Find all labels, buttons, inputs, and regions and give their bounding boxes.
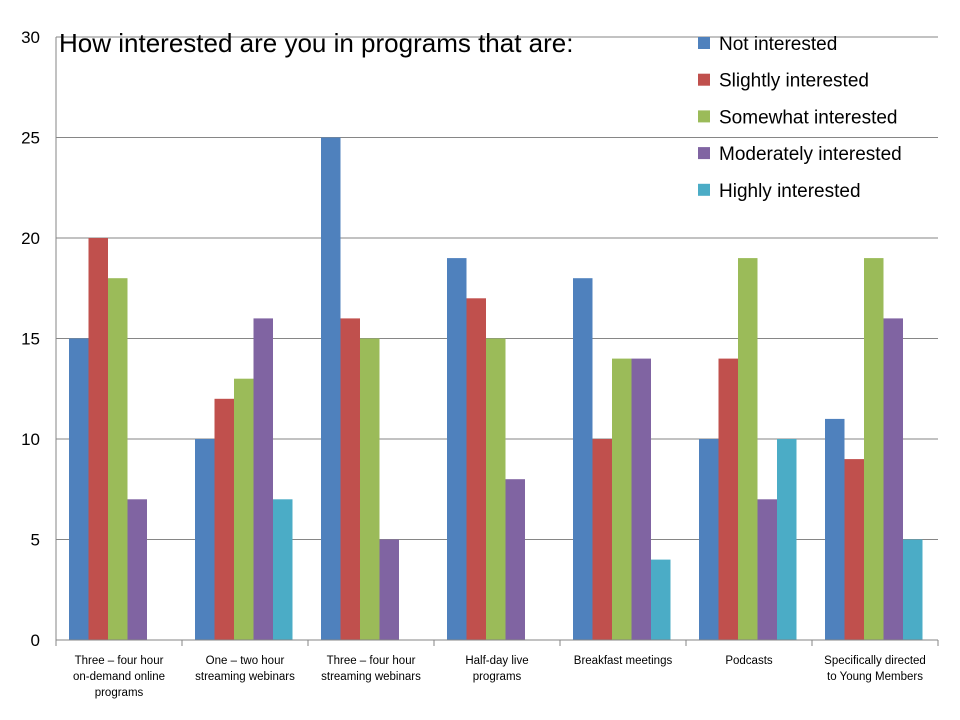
bar	[466, 298, 486, 640]
bar	[321, 137, 341, 640]
y-tick-label: 25	[21, 129, 40, 148]
axes	[55, 37, 939, 646]
legend-label: Somewhat interested	[719, 107, 898, 128]
bar	[253, 318, 273, 640]
bars	[69, 137, 923, 640]
y-tick-label: 30	[21, 28, 40, 47]
bar	[273, 499, 293, 640]
bar	[127, 499, 147, 640]
bar	[631, 358, 651, 640]
category-labels: Three – four hour on-demand online program…	[73, 655, 926, 699]
bar	[108, 278, 128, 640]
category-label: Three – four hour on-demand online program…	[73, 655, 165, 699]
category-label: Breakfast meetings	[574, 655, 673, 667]
bar	[195, 439, 215, 640]
legend-swatch	[698, 147, 710, 160]
bar	[592, 439, 612, 640]
y-tick-label: 15	[21, 330, 40, 349]
category-label: Podcasts	[725, 655, 773, 667]
bar	[844, 459, 864, 640]
legend-label: Slightly interested	[719, 71, 869, 92]
chart-title: How interested are you in programs that …	[59, 28, 573, 58]
legend-swatch	[698, 37, 710, 49]
bar	[447, 258, 467, 640]
legend-swatch	[698, 73, 710, 86]
bar	[379, 539, 399, 640]
bar	[699, 439, 719, 640]
bar	[360, 338, 380, 640]
y-tick-labels: 0 5 10 15 20 25 30	[21, 28, 40, 650]
bar	[340, 318, 360, 640]
bar	[69, 338, 89, 640]
category-label: One – two hour streaming webinars	[195, 655, 295, 683]
bar	[738, 258, 758, 640]
category-label: Three – four hour streaming webinars	[321, 655, 421, 683]
bar	[214, 398, 234, 640]
bar	[777, 439, 797, 640]
bar	[883, 318, 903, 640]
bar	[718, 358, 738, 640]
bar	[903, 539, 923, 640]
legend-label: Moderately interested	[719, 144, 902, 165]
category-label: Half-day live programs	[465, 655, 528, 683]
bar	[651, 559, 671, 640]
legend: Not interested Slightly interested Somewha…	[698, 34, 902, 202]
bar	[825, 418, 845, 640]
y-tick-label: 5	[31, 531, 40, 550]
legend-label: Highly interested	[719, 181, 861, 202]
bar	[234, 378, 254, 640]
bar	[486, 338, 506, 640]
bar	[88, 238, 108, 640]
category-label: Specifically directed to Young Members	[824, 655, 926, 683]
bar	[864, 258, 884, 640]
legend-label: Not interested	[719, 34, 837, 55]
bar	[612, 358, 632, 640]
bar	[505, 479, 525, 640]
bar	[757, 499, 777, 640]
y-tick-label: 0	[31, 631, 40, 650]
legend-swatch	[698, 183, 710, 196]
legend-swatch	[698, 110, 710, 123]
y-tick-label: 20	[21, 229, 40, 248]
y-tick-label: 10	[21, 430, 40, 449]
bar	[573, 278, 593, 640]
